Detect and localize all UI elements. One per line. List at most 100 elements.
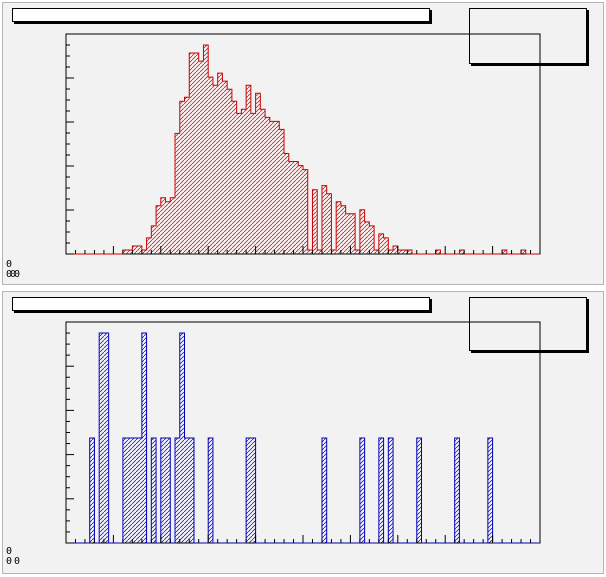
- bottom-bin-62: [359, 438, 365, 543]
- top-bin-41: [260, 109, 266, 254]
- bottom-bin-74: [416, 438, 422, 543]
- top-bin-50: [303, 169, 308, 254]
- bottom-stats-box: [469, 297, 587, 351]
- bottom-title-box: [12, 297, 430, 311]
- top-bin-29: [203, 45, 209, 254]
- bottom-bin-25: [184, 438, 190, 543]
- top-bin-14: [132, 245, 138, 254]
- top-bin-22: [170, 197, 176, 254]
- top-bin-26: [189, 53, 194, 255]
- bottom-corner-glyph-2: 0 0: [6, 556, 20, 567]
- bottom-bin-30: [208, 438, 213, 543]
- top-bin-65: [374, 249, 379, 254]
- top-bin-62: [359, 209, 365, 254]
- bottom-bin-12: [122, 438, 128, 543]
- top-bin-38: [246, 85, 251, 254]
- top-series-outline: [66, 44, 540, 255]
- top-bin-47: [288, 161, 294, 254]
- top-bin-45: [279, 129, 285, 254]
- bottom-bin-5: [89, 438, 95, 543]
- bottom-bin-26: [189, 438, 194, 543]
- top-bin-63: [364, 221, 370, 254]
- top-bin-83: [459, 249, 465, 254]
- bottom-bin-54: [321, 438, 327, 543]
- top-stats-box: [469, 8, 587, 64]
- top-bin-55: [326, 193, 332, 254]
- top-bin-13: [127, 249, 133, 254]
- top-bin-21: [165, 201, 171, 254]
- top-bin-52: [312, 189, 318, 254]
- top-bin-36: [236, 113, 242, 254]
- top-bin-28: [198, 61, 204, 255]
- bottom-bin-24: [179, 333, 185, 543]
- top-bin-61: [355, 249, 360, 254]
- top-bin-32: [217, 73, 223, 254]
- top-bin-59: [345, 213, 351, 254]
- top-bin-64: [369, 225, 375, 254]
- top-bin-51: [307, 249, 313, 254]
- bottom-bin-7: [99, 333, 104, 543]
- top-bin-70: [397, 249, 403, 254]
- bottom-bin-82: [454, 438, 460, 543]
- top-title-box: [12, 8, 430, 22]
- bottom-bin-68: [388, 438, 394, 543]
- top-bin-37: [241, 109, 247, 254]
- top-bin-58: [340, 205, 346, 254]
- bottom-bin-16: [141, 333, 147, 543]
- top-bin-66: [378, 233, 384, 254]
- top-bin-25: [184, 97, 190, 254]
- top-bin-92: [502, 249, 507, 254]
- bottom-bin-18: [151, 438, 157, 543]
- top-bin-23: [175, 133, 180, 254]
- top-bin-18: [151, 225, 157, 254]
- top-bin-69: [393, 245, 398, 254]
- bottom-bin-66: [378, 438, 384, 543]
- top-bin-56: [331, 249, 337, 254]
- top-bin-31: [212, 85, 218, 254]
- top-bin-34: [227, 89, 232, 254]
- bottom-series-outline: [66, 332, 540, 544]
- top-bin-53: [317, 249, 322, 254]
- bottom-bin-21: [165, 438, 171, 543]
- top-bin-17: [146, 237, 152, 254]
- bottom-bin-39: [250, 438, 256, 543]
- bottom-bin-23: [175, 438, 180, 543]
- top-bin-44: [274, 121, 280, 254]
- top-bin-43: [269, 121, 275, 254]
- top-bin-19: [156, 205, 161, 254]
- bottom-bin-20: [160, 438, 166, 543]
- bottom-bin-38: [246, 438, 251, 543]
- top-corner-glyph-1: 0: [6, 259, 12, 270]
- top-bin-48: [293, 161, 299, 254]
- top-bin-30: [208, 77, 213, 255]
- top-bin-20: [160, 197, 166, 254]
- top-bin-46: [284, 153, 289, 254]
- top-bin-24: [179, 101, 185, 255]
- top-bin-12: [122, 249, 128, 254]
- top-bin-42: [265, 117, 270, 254]
- top-bin-33: [222, 81, 228, 254]
- top-bin-49: [298, 165, 303, 254]
- top-corner-glyph-2: 000: [6, 269, 20, 280]
- bottom-bin-15: [137, 438, 142, 543]
- top-bin-15: [137, 245, 142, 254]
- top-bin-71: [402, 249, 408, 254]
- top-bin-96: [521, 249, 526, 254]
- bottom-bin-8: [103, 333, 109, 543]
- top-bin-39: [250, 113, 256, 254]
- bottom-corner-glyph-1: 0: [6, 546, 12, 557]
- top-bin-68: [388, 249, 394, 254]
- top-bin-16: [141, 249, 147, 254]
- top-bin-40: [255, 93, 261, 254]
- top-bin-67: [383, 237, 389, 254]
- top-bin-54: [321, 185, 327, 254]
- top-bin-35: [231, 101, 237, 255]
- bottom-bin-89: [487, 438, 493, 543]
- bottom-bin-13: [127, 438, 133, 543]
- top-bin-60: [350, 213, 356, 254]
- top-bin-72: [407, 249, 413, 254]
- bottom-bin-14: [132, 438, 138, 543]
- top-bin-78: [435, 249, 441, 254]
